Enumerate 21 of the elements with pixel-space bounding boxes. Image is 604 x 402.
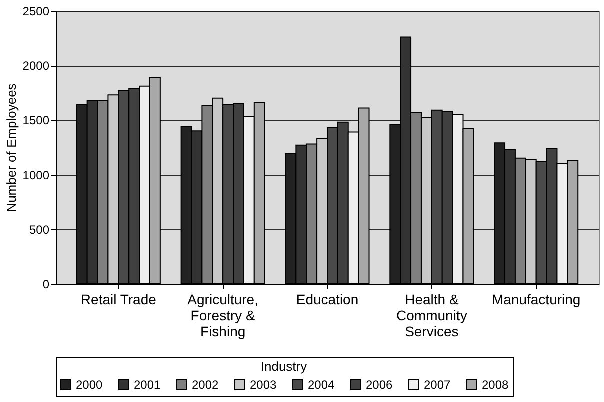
y-tick-label: 1500	[22, 114, 50, 128]
y-tick-label: 500	[29, 222, 50, 237]
y-tick-label: 2500	[22, 4, 50, 18]
legend-label: 2003	[250, 378, 278, 392]
legend-label: 2007	[424, 378, 452, 392]
y-tick-label: 0	[42, 278, 50, 292]
legend-title: Industry	[260, 359, 308, 374]
x-tick-label: Education	[296, 292, 359, 308]
legend-label: 2006	[366, 378, 394, 392]
y-axis-title: Number of Employees	[4, 83, 19, 212]
legend-label: 2008	[482, 378, 510, 392]
y-tick-label: 2000	[22, 59, 50, 74]
legend-label: 2002	[192, 378, 220, 392]
x-tick-label: Manufacturing	[492, 292, 581, 308]
legend-label: 2000	[76, 378, 104, 392]
x-tick-label: Agriculture, Forestry & Fishing	[188, 292, 258, 340]
legend-label: 2001	[134, 378, 162, 392]
x-tick-label: Retail Trade	[80, 292, 157, 308]
legend-label: 2004	[308, 378, 336, 392]
x-tick-label: Health & Community Services	[396, 292, 468, 340]
y-tick-label: 1000	[22, 168, 50, 182]
